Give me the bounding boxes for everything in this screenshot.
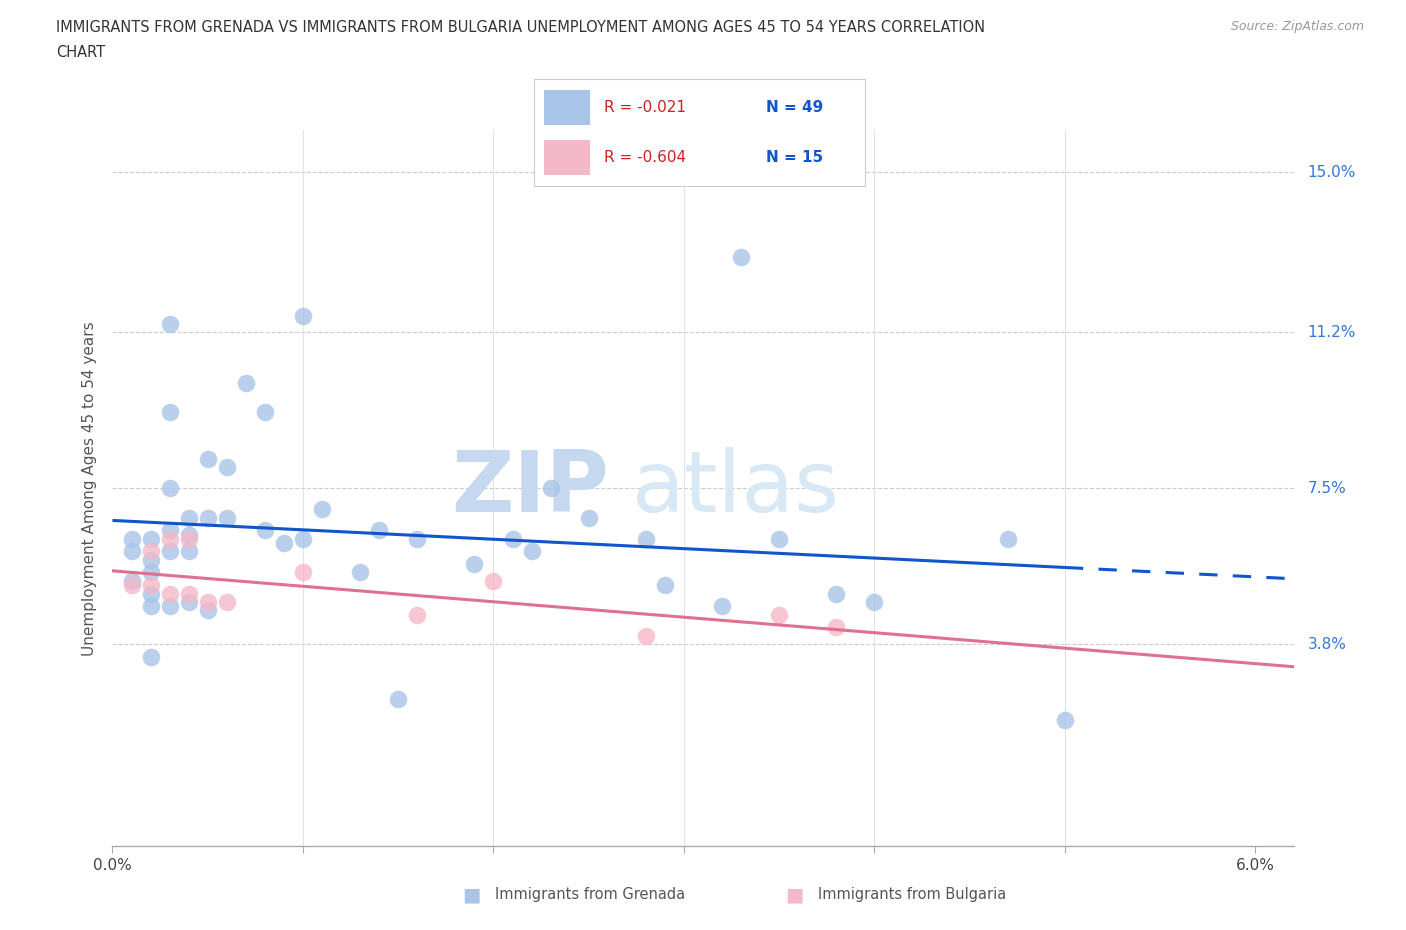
Point <box>502 531 524 546</box>
Point <box>159 531 181 546</box>
Point <box>215 594 238 609</box>
Point <box>177 544 200 559</box>
Point <box>215 511 238 525</box>
Point <box>159 405 181 419</box>
Text: Source: ZipAtlas.com: Source: ZipAtlas.com <box>1230 20 1364 33</box>
Text: R = -0.021: R = -0.021 <box>603 100 686 115</box>
Point <box>159 599 181 614</box>
Y-axis label: Unemployment Among Ages 45 to 54 years: Unemployment Among Ages 45 to 54 years <box>82 321 97 656</box>
Point <box>139 599 162 614</box>
Point <box>711 599 734 614</box>
Point <box>482 574 505 589</box>
Point <box>578 511 600 525</box>
Point <box>177 527 200 542</box>
Point <box>177 586 200 601</box>
Point <box>159 316 181 331</box>
Point <box>406 607 429 622</box>
Point <box>349 565 371 580</box>
Point <box>311 502 333 517</box>
Point <box>1053 712 1076 727</box>
Point <box>253 405 276 419</box>
Point <box>139 586 162 601</box>
Point <box>634 629 657 644</box>
Point <box>139 544 162 559</box>
Point <box>159 481 181 496</box>
Point <box>235 376 257 391</box>
Text: R = -0.604: R = -0.604 <box>603 150 686 165</box>
Text: Immigrants from Bulgaria: Immigrants from Bulgaria <box>818 887 1007 902</box>
Point <box>634 531 657 546</box>
Text: N = 15: N = 15 <box>765 150 823 165</box>
Point <box>139 649 162 664</box>
Text: 7.5%: 7.5% <box>1308 481 1347 496</box>
Point <box>291 308 314 323</box>
Point <box>825 619 848 634</box>
Bar <box>544 90 591 125</box>
Point <box>139 531 162 546</box>
Point <box>177 511 200 525</box>
Point <box>540 481 562 496</box>
Point <box>197 594 219 609</box>
Point <box>825 586 848 601</box>
Point <box>387 691 409 706</box>
Point <box>997 531 1019 546</box>
Point <box>139 578 162 592</box>
Point <box>139 552 162 567</box>
Bar <box>544 140 591 175</box>
Point <box>197 603 219 618</box>
Point <box>463 557 485 572</box>
Text: CHART: CHART <box>56 45 105 60</box>
Point <box>159 544 181 559</box>
Point <box>863 594 886 609</box>
Point <box>121 531 143 546</box>
Text: N = 49: N = 49 <box>765 100 823 115</box>
Text: Immigrants from Grenada: Immigrants from Grenada <box>495 887 685 902</box>
Point <box>177 594 200 609</box>
Point <box>121 574 143 589</box>
Point <box>406 531 429 546</box>
Text: ■: ■ <box>461 885 481 904</box>
Text: ZIP: ZIP <box>451 446 609 530</box>
Point <box>768 531 790 546</box>
Text: 3.8%: 3.8% <box>1308 637 1347 652</box>
Point <box>197 511 219 525</box>
Point <box>121 544 143 559</box>
Point <box>520 544 543 559</box>
Text: ■: ■ <box>785 885 804 904</box>
Point <box>159 523 181 538</box>
Point <box>159 586 181 601</box>
Point <box>139 565 162 580</box>
Point <box>768 607 790 622</box>
Point <box>291 565 314 580</box>
Point <box>121 578 143 592</box>
Point <box>273 536 295 551</box>
Text: 15.0%: 15.0% <box>1308 165 1355 179</box>
Point <box>730 249 752 264</box>
Text: IMMIGRANTS FROM GRENADA VS IMMIGRANTS FROM BULGARIA UNEMPLOYMENT AMONG AGES 45 T: IMMIGRANTS FROM GRENADA VS IMMIGRANTS FR… <box>56 20 986 35</box>
Text: 11.2%: 11.2% <box>1308 325 1355 339</box>
Point <box>368 523 391 538</box>
Point <box>291 531 314 546</box>
Text: atlas: atlas <box>633 446 841 530</box>
Point <box>654 578 676 592</box>
Point <box>177 531 200 546</box>
Point <box>197 451 219 466</box>
Point <box>215 459 238 474</box>
Point <box>253 523 276 538</box>
